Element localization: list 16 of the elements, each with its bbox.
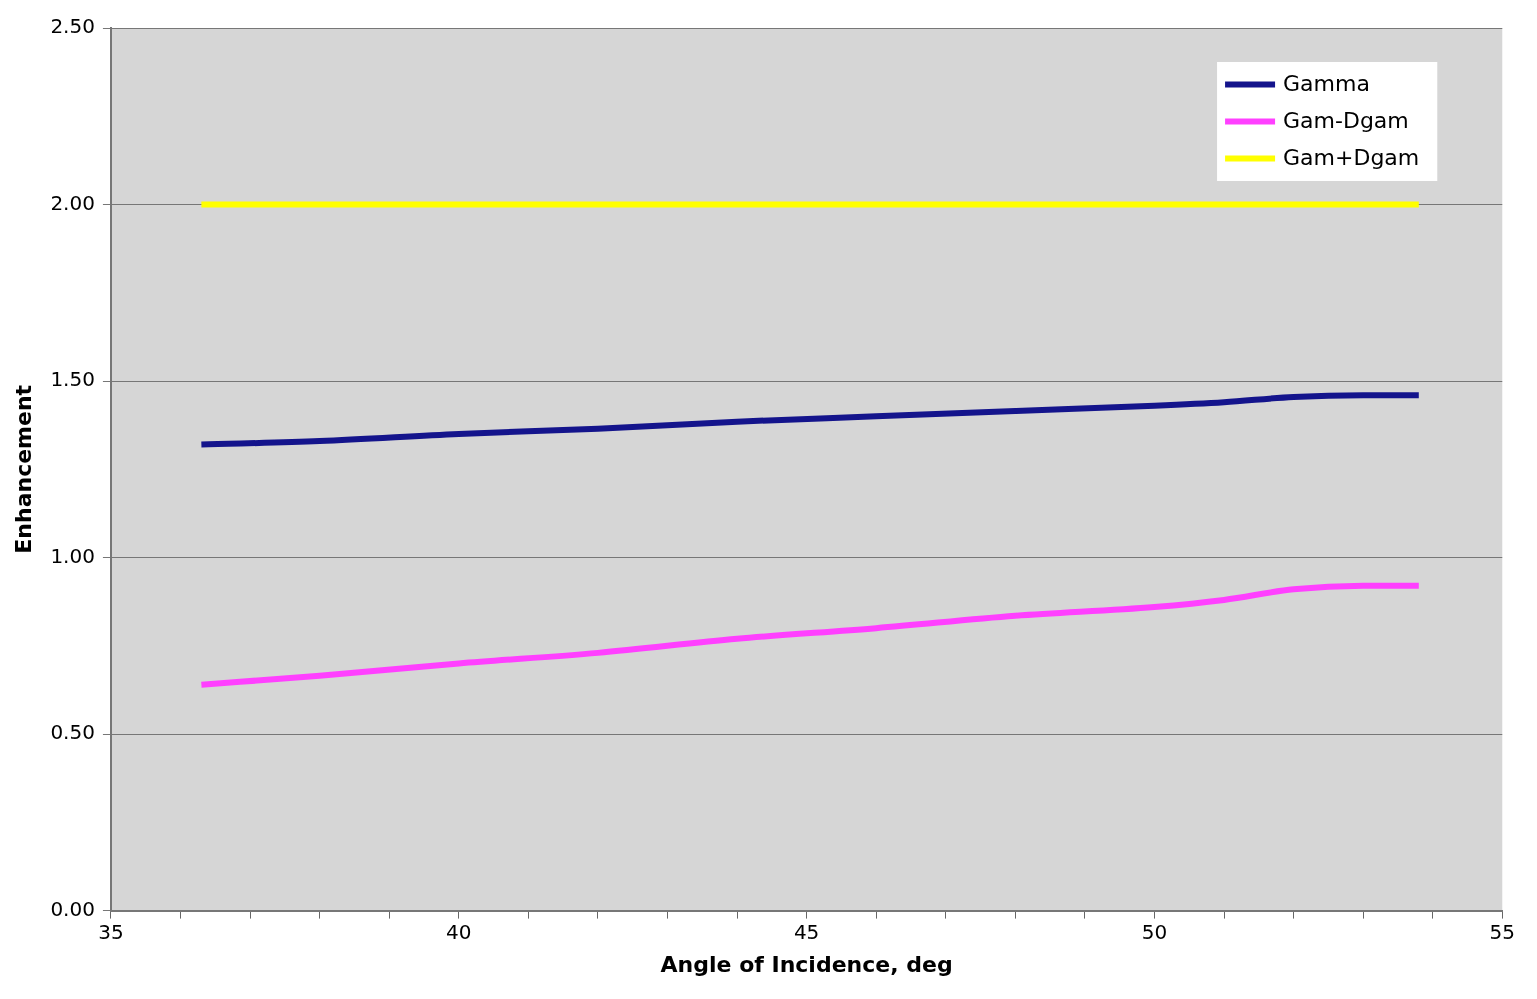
- y-tick-label: 0.50: [50, 720, 95, 745]
- y-tick-label: 0.00: [50, 896, 95, 921]
- x-tick-label: 35: [98, 919, 124, 944]
- legend-label: Gamma: [1283, 71, 1370, 97]
- y-tick-label: 1.00: [50, 543, 95, 568]
- x-tick-label: 45: [793, 919, 820, 944]
- x-tick-label: 55: [1489, 919, 1515, 944]
- y-axis-title: Enhancement: [10, 384, 36, 554]
- legend-label: Gam-Dgam: [1283, 108, 1409, 134]
- x-tick-label: 50: [1141, 919, 1168, 944]
- legend-label: Gam+Dgam: [1283, 145, 1420, 171]
- y-tick-label: 2.00: [50, 190, 95, 215]
- x-axis-title: Angle of Incidence, deg: [660, 951, 953, 977]
- y-tick-label: 1.50: [50, 367, 95, 392]
- x-tick-label: 40: [446, 919, 472, 944]
- y-tick-label: 2.50: [50, 14, 95, 39]
